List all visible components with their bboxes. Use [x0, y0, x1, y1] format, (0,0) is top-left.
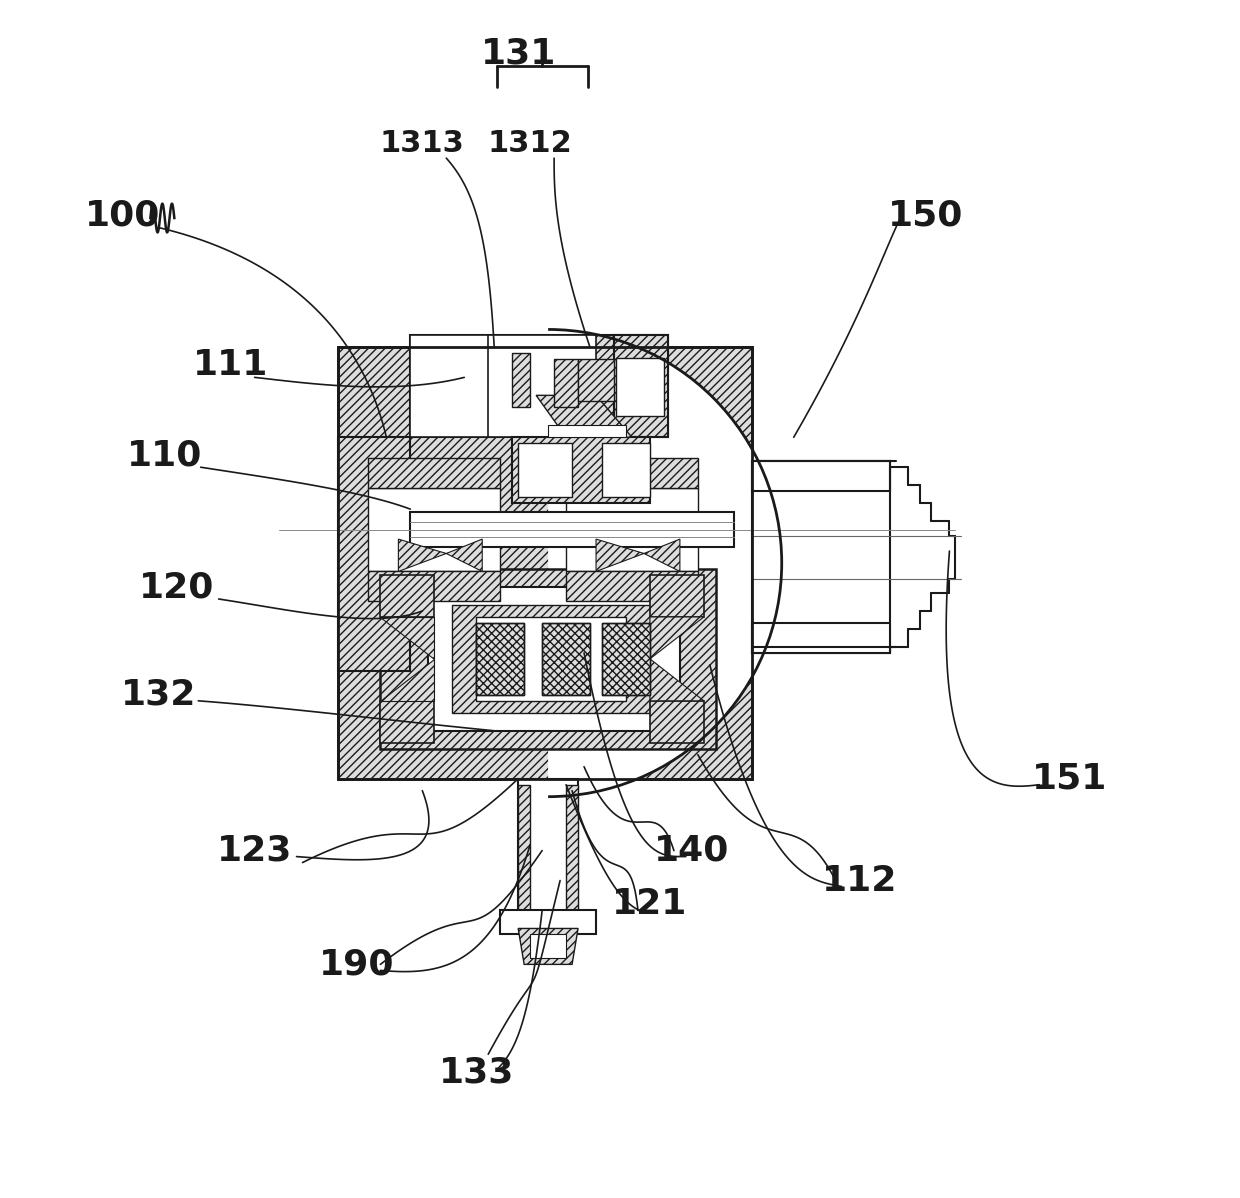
Bar: [567, 785, 578, 922]
Bar: [548, 425, 626, 437]
Bar: [751, 461, 889, 653]
Bar: [531, 934, 567, 958]
Bar: [339, 437, 410, 671]
Text: 190: 190: [319, 948, 394, 981]
Text: 111: 111: [193, 349, 268, 382]
Bar: [368, 488, 500, 571]
Bar: [554, 359, 578, 407]
Polygon shape: [596, 539, 644, 571]
Bar: [428, 587, 680, 731]
Polygon shape: [518, 928, 578, 964]
Bar: [381, 701, 434, 743]
Text: 100: 100: [86, 199, 160, 232]
Bar: [578, 359, 614, 401]
Polygon shape: [644, 539, 680, 571]
Text: 1313: 1313: [379, 129, 465, 158]
Text: 112: 112: [822, 864, 898, 897]
Polygon shape: [650, 617, 704, 659]
Polygon shape: [650, 659, 704, 701]
Polygon shape: [446, 539, 482, 571]
Bar: [410, 335, 489, 437]
Bar: [381, 569, 715, 749]
Bar: [567, 488, 698, 571]
Polygon shape: [381, 659, 434, 701]
Text: 140: 140: [655, 834, 729, 867]
Bar: [381, 575, 434, 617]
Bar: [453, 605, 650, 713]
Bar: [603, 623, 650, 695]
Bar: [339, 347, 751, 779]
Bar: [603, 443, 650, 497]
Bar: [567, 458, 698, 488]
Bar: [650, 575, 704, 617]
Text: 150: 150: [888, 199, 963, 232]
Text: 1312: 1312: [487, 129, 573, 158]
Bar: [512, 353, 531, 407]
Bar: [751, 623, 889, 653]
Bar: [410, 512, 734, 547]
Bar: [650, 701, 704, 743]
Text: 123: 123: [217, 834, 293, 867]
Bar: [542, 623, 590, 695]
Bar: [410, 335, 668, 437]
Text: 131: 131: [480, 37, 556, 71]
Bar: [368, 571, 500, 601]
Bar: [368, 458, 500, 488]
Bar: [603, 623, 650, 695]
Bar: [482, 335, 596, 437]
Bar: [476, 623, 525, 695]
Bar: [500, 910, 596, 934]
Bar: [339, 347, 751, 779]
Bar: [518, 779, 578, 928]
Polygon shape: [381, 617, 434, 659]
Bar: [614, 335, 668, 437]
Polygon shape: [398, 539, 446, 571]
Bar: [567, 571, 698, 601]
Bar: [518, 785, 531, 922]
Bar: [542, 623, 590, 695]
Text: 110: 110: [126, 438, 202, 472]
Text: 132: 132: [122, 678, 196, 712]
Text: 133: 133: [439, 1055, 513, 1089]
Polygon shape: [548, 329, 781, 797]
Text: 121: 121: [613, 888, 688, 921]
Bar: [476, 623, 525, 695]
Bar: [476, 617, 626, 701]
Text: 151: 151: [1032, 762, 1107, 795]
Bar: [512, 437, 650, 503]
Text: 120: 120: [139, 570, 215, 604]
Bar: [616, 358, 665, 416]
Bar: [518, 443, 572, 497]
Polygon shape: [536, 395, 632, 437]
Bar: [751, 461, 889, 491]
